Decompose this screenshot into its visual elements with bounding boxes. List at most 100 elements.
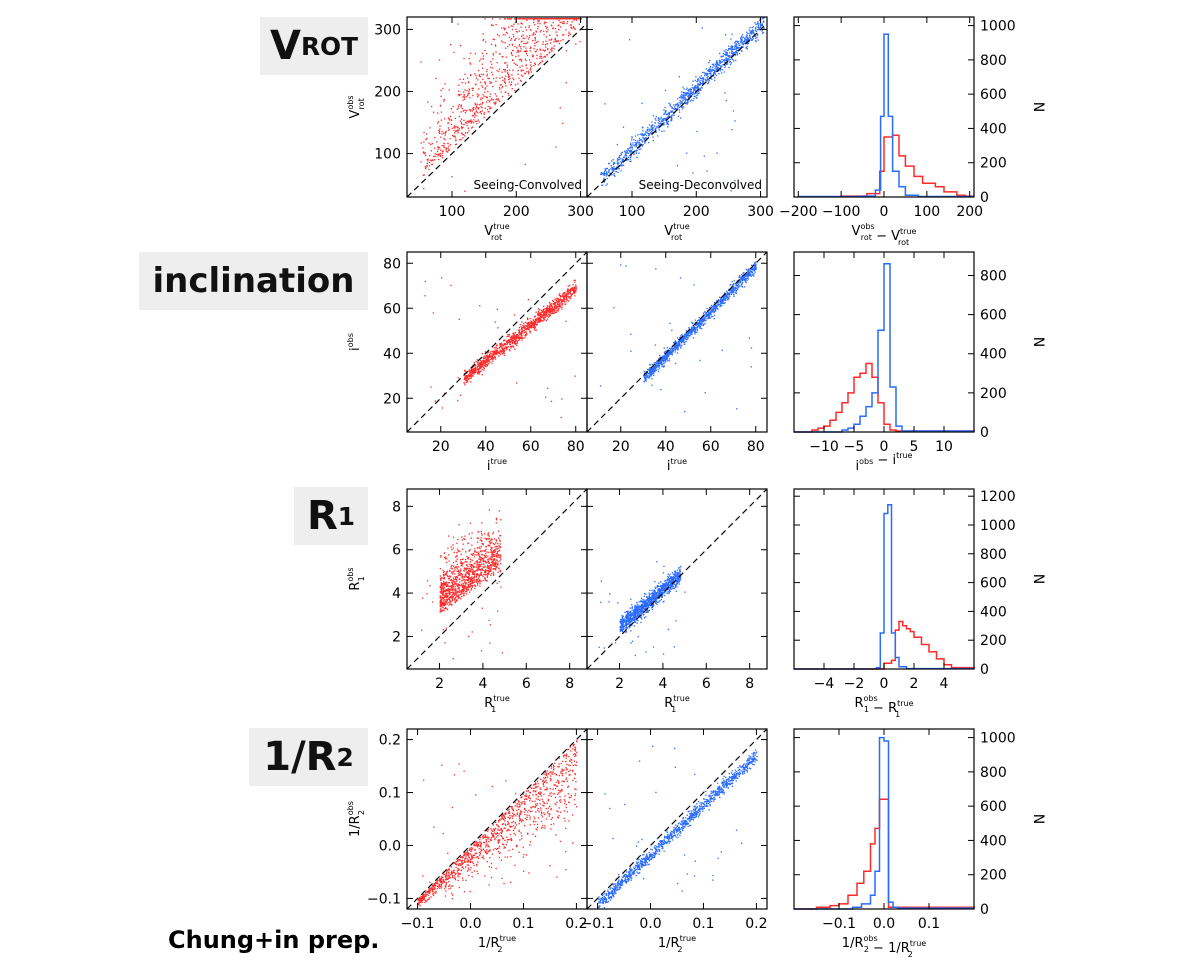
scatter-point <box>680 97 682 99</box>
scatter-point <box>540 313 543 316</box>
scatter-point <box>618 156 621 159</box>
scatter-point <box>448 598 451 601</box>
scatter-point <box>517 18 519 20</box>
scatter-point <box>734 120 736 122</box>
scatter-point <box>481 67 484 69</box>
scatter-point <box>696 94 699 96</box>
y-tick-label: 20 <box>383 391 401 407</box>
scatter-point <box>736 285 738 287</box>
scatter-point <box>562 296 564 298</box>
scatter-point <box>571 21 573 23</box>
scatter-point <box>743 42 745 45</box>
scatter-point <box>539 314 541 316</box>
scatter-point <box>568 18 570 20</box>
scatter-point <box>500 558 502 560</box>
scatter-point <box>481 73 483 75</box>
scatter-point <box>494 555 496 557</box>
panel-frame <box>406 251 588 433</box>
scatter-point <box>448 149 450 152</box>
scatter-point <box>467 81 470 83</box>
scatter-point <box>664 118 667 120</box>
scatter-point <box>663 122 665 124</box>
scatter-point <box>635 146 637 148</box>
scatter-point <box>530 46 532 48</box>
scatter-point <box>713 301 715 304</box>
scatter-point <box>554 311 556 314</box>
scatter-point <box>685 337 687 340</box>
scatter-point <box>742 46 744 48</box>
scatter-point <box>553 312 555 314</box>
scatter-point <box>563 298 566 300</box>
scatter-point <box>746 277 749 279</box>
scatter-point <box>663 118 665 120</box>
scatter-point <box>482 73 485 76</box>
scatter-point <box>639 133 641 135</box>
scatter-point <box>530 323 533 325</box>
scatter-point <box>512 49 514 52</box>
scatter-point <box>748 39 750 41</box>
scatter-point <box>651 363 653 366</box>
scatter-point <box>705 74 708 76</box>
scatter-point <box>576 18 578 20</box>
scatter-point <box>546 312 548 314</box>
scatter-point <box>496 350 498 352</box>
scatter-point <box>719 303 721 306</box>
scatter-point <box>717 61 719 63</box>
scatter-point <box>465 96 468 98</box>
scatter-point <box>460 106 462 108</box>
scatter-point <box>731 289 733 291</box>
scatter-point <box>536 321 539 323</box>
scatter-point <box>505 75 507 77</box>
scatter-point <box>493 77 495 80</box>
scatter-point <box>559 293 561 295</box>
scatter-point <box>707 78 710 81</box>
scatter-point <box>711 63 713 66</box>
scatter-point <box>666 121 668 123</box>
scatter-point <box>501 349 503 351</box>
scatter-point <box>630 156 632 158</box>
scatter-point <box>668 360 670 362</box>
scatter-point <box>655 364 657 366</box>
scatter-point <box>523 331 525 333</box>
scatter-point <box>514 340 516 342</box>
scatter-point <box>495 45 497 47</box>
scatter-point <box>461 580 463 582</box>
scatter-point <box>671 119 673 121</box>
scatter-point <box>522 330 524 332</box>
scatter-point <box>465 380 467 382</box>
scatter-point <box>507 335 509 337</box>
scatter-point <box>468 92 470 95</box>
scatter-point <box>488 540 491 542</box>
scatter-point <box>668 350 670 353</box>
scatter-point <box>565 50 568 52</box>
scatter-point <box>470 565 472 568</box>
scatter-point <box>651 121 653 123</box>
scatter-point <box>750 38 752 40</box>
scatter-point <box>651 370 654 373</box>
scatter-point <box>722 301 724 303</box>
scatter-point <box>428 169 430 171</box>
scatter-point <box>485 562 487 564</box>
scatter-point <box>716 300 718 302</box>
scatter-point <box>716 302 718 304</box>
scatter-point <box>437 153 439 155</box>
scatter-point <box>701 327 703 330</box>
scatter-point <box>522 326 525 329</box>
scatter-point <box>481 85 483 87</box>
scatter-point <box>751 30 753 32</box>
scatter-point <box>506 335 508 338</box>
scatter-point <box>475 108 477 110</box>
scatter-point <box>566 20 569 23</box>
scatter-point <box>714 68 716 70</box>
scatter-point <box>445 585 447 587</box>
scatter-point <box>545 27 548 29</box>
scatter-point <box>525 331 527 333</box>
scatter-point <box>487 363 489 365</box>
scatter-point <box>451 571 453 573</box>
scatter-point <box>486 360 488 362</box>
scatter-point <box>456 566 458 568</box>
scatter-point <box>691 330 693 332</box>
scatter-point <box>480 363 482 365</box>
scatter-point <box>508 81 510 83</box>
scatter-point <box>447 122 450 124</box>
